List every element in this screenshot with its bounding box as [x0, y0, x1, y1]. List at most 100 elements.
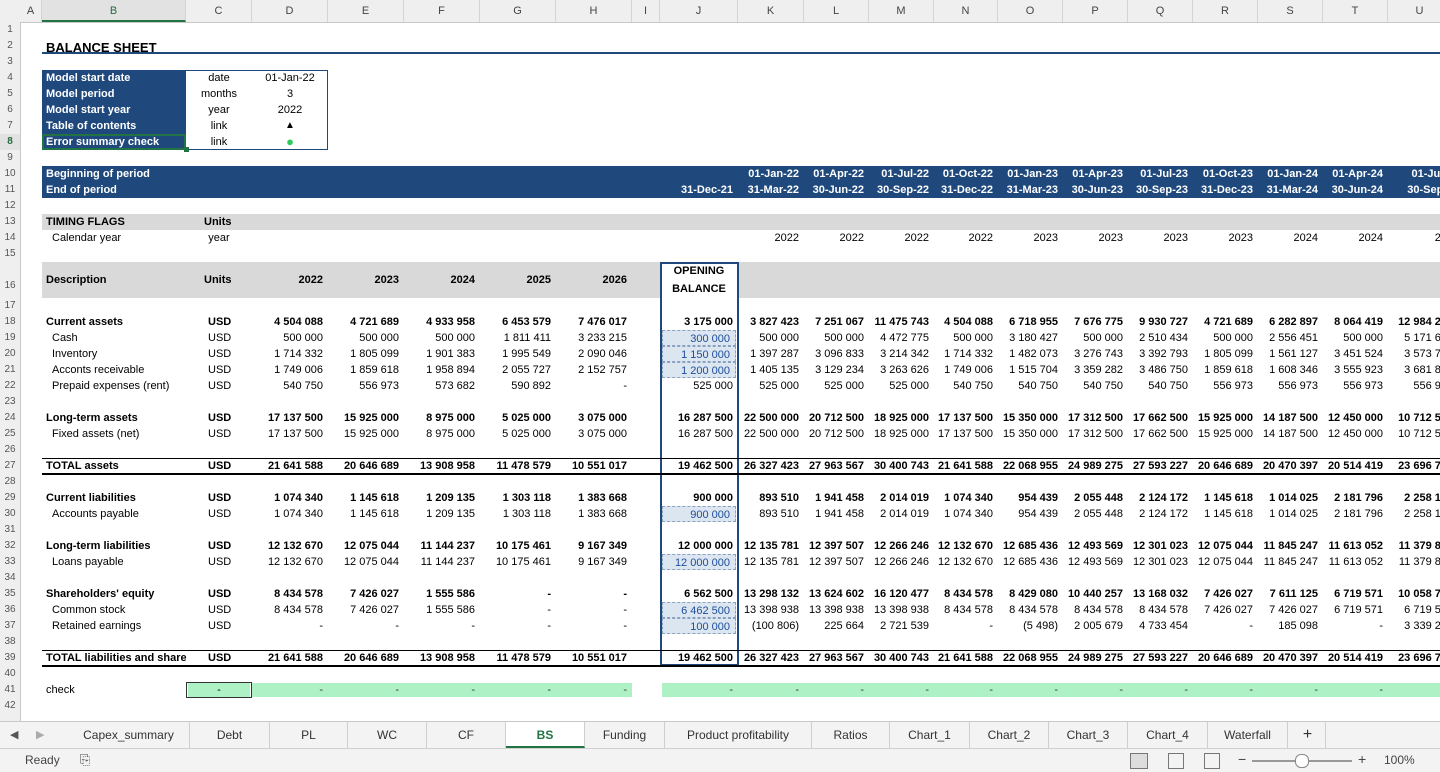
column-header-c[interactable]: C: [186, 0, 252, 22]
row-header-3[interactable]: 3: [7, 56, 13, 67]
sheet-tab-chart-2[interactable]: Chart_2: [970, 722, 1049, 748]
quarter-value[interactable]: 12 301 023: [1132, 540, 1188, 552]
annual-value[interactable]: 1 303 118: [502, 508, 551, 520]
annual-value[interactable]: 2 055 727: [502, 364, 551, 376]
annual-value[interactable]: -: [547, 604, 551, 616]
annual-value[interactable]: 1 145 618: [350, 492, 399, 504]
column-header-n[interactable]: N: [934, 0, 998, 22]
column-header-u[interactable]: U: [1388, 0, 1440, 22]
quarter-value[interactable]: 20 712 500: [808, 428, 864, 440]
row-header-4[interactable]: 4: [7, 72, 13, 83]
quarter-value[interactable]: 2 005 679: [1074, 620, 1123, 632]
row-header-34[interactable]: 34: [4, 572, 16, 583]
quarter-value[interactable]: 2 510 434: [1139, 332, 1188, 344]
quarter-value[interactable]: 3 681 86: [1404, 364, 1440, 376]
annual-value[interactable]: 15 925 000: [343, 428, 399, 440]
sheet-tab-pl[interactable]: PL: [270, 722, 348, 748]
quarter-value[interactable]: 7 426 027: [1204, 604, 1253, 616]
annual-value[interactable]: 5 025 000: [502, 428, 551, 440]
quarter-value[interactable]: 2 014 019: [880, 492, 929, 504]
opening-input-cell[interactable]: 1 150 000: [662, 346, 736, 362]
quarter-value[interactable]: 12 493 569: [1067, 556, 1123, 568]
quarter-value[interactable]: 556 97: [1413, 380, 1440, 392]
opening-value[interactable]: 19 462 500: [677, 652, 733, 664]
quarter-value[interactable]: 17 137 500: [937, 412, 993, 424]
quarter-value[interactable]: 2 124 172: [1139, 492, 1188, 504]
quarter-value[interactable]: 2 124 172: [1139, 508, 1188, 520]
annual-value[interactable]: -: [623, 380, 627, 392]
quarter-value[interactable]: 11 379 81: [1398, 540, 1440, 552]
quarter-value[interactable]: 500 000: [953, 332, 993, 344]
row-header-5[interactable]: 5: [7, 88, 13, 99]
opening-input-cell[interactable]: 100 000: [662, 618, 736, 634]
opening-input-cell[interactable]: 6 462 500: [662, 602, 736, 618]
quarter-value[interactable]: 17 312 500: [1067, 412, 1123, 424]
column-header-d[interactable]: D: [252, 0, 328, 22]
annual-value[interactable]: 12 132 670: [267, 556, 323, 568]
quarter-value[interactable]: 3 214 342: [880, 348, 929, 360]
quarter-value[interactable]: 11 379 81: [1398, 556, 1440, 568]
quarter-value[interactable]: 5 171 64: [1404, 332, 1440, 344]
quarter-value[interactable]: 12 135 781: [743, 540, 799, 552]
row-header-26[interactable]: 26: [4, 444, 16, 455]
quarter-value[interactable]: 556 973: [1343, 380, 1383, 392]
quarter-value[interactable]: 540 750: [1018, 380, 1058, 392]
column-header-g[interactable]: G: [480, 0, 556, 22]
quarter-value[interactable]: 185 098: [1278, 620, 1318, 632]
quarter-value[interactable]: 500 000: [1343, 332, 1383, 344]
quarter-value[interactable]: 540 750: [1083, 380, 1123, 392]
row-header-17[interactable]: 17: [4, 300, 16, 311]
annual-value[interactable]: 11 478 579: [496, 652, 551, 664]
annual-value[interactable]: 1 383 668: [578, 508, 627, 520]
quarter-value[interactable]: 12 266 246: [873, 556, 929, 568]
column-header-b[interactable]: B: [42, 0, 186, 22]
quarter-value[interactable]: 3 392 793: [1139, 348, 1188, 360]
zoom-in-icon[interactable]: +: [1358, 751, 1367, 767]
annual-value[interactable]: 8 975 000: [426, 428, 475, 440]
quarter-value[interactable]: 1 014 025: [1269, 508, 1318, 520]
quarter-value[interactable]: 8 064 419: [1334, 316, 1383, 328]
annual-value[interactable]: 12 075 044: [343, 556, 399, 568]
annual-value[interactable]: 7 426 027: [350, 588, 399, 600]
check-value[interactable]: -: [471, 684, 475, 696]
quarter-value[interactable]: 525 000: [759, 380, 799, 392]
check-value[interactable]: -: [623, 684, 627, 696]
annual-value[interactable]: 21 641 588: [267, 460, 323, 472]
quarter-value[interactable]: 6 719 57: [1404, 604, 1440, 616]
quarter-value[interactable]: 556 973: [1278, 380, 1318, 392]
quarter-value[interactable]: 954 439: [1018, 492, 1058, 504]
annual-value[interactable]: -: [547, 620, 551, 632]
quarter-value[interactable]: 1 805 099: [1204, 348, 1253, 360]
row-header-40[interactable]: 40: [4, 668, 16, 679]
quarter-value[interactable]: 12 075 044: [1197, 556, 1253, 568]
sheet-tab-waterfall[interactable]: Waterfall: [1208, 722, 1288, 748]
annual-value[interactable]: -: [623, 620, 627, 632]
row-header-23[interactable]: 23: [4, 396, 16, 407]
annual-value[interactable]: -: [623, 604, 627, 616]
opening-value[interactable]: 16 287 500: [677, 428, 733, 440]
annual-value[interactable]: 7 426 027: [350, 604, 399, 616]
sheet-tab-wc[interactable]: WC: [348, 722, 427, 748]
sheet-tab-product-profitability[interactable]: Product profitability: [665, 722, 812, 748]
quarter-value[interactable]: 11 475 743: [874, 316, 929, 328]
quarter-value[interactable]: 12 266 246: [873, 540, 929, 552]
row-header-16[interactable]: 16: [4, 280, 16, 291]
annual-value[interactable]: 1 383 668: [578, 492, 627, 504]
quarter-value[interactable]: 12 450 000: [1327, 428, 1383, 440]
quarter-value[interactable]: 556 973: [1213, 380, 1253, 392]
quarter-value[interactable]: 3 276 743: [1074, 348, 1123, 360]
selected-cell-outline[interactable]: [42, 134, 186, 150]
quarter-value[interactable]: 17 312 500: [1067, 428, 1123, 440]
annual-value[interactable]: 573 682: [435, 380, 475, 392]
row-header-27[interactable]: 27: [4, 460, 16, 471]
annual-value[interactable]: 3 075 000: [578, 412, 627, 424]
quarter-value[interactable]: 24 989 275: [1067, 652, 1123, 664]
check-value[interactable]: -: [1054, 684, 1058, 696]
check-value[interactable]: -: [217, 684, 221, 696]
sheet-tab-capex-summary[interactable]: Capex_summary: [68, 722, 190, 748]
row-header-9[interactable]: 9: [7, 152, 13, 163]
quarter-value[interactable]: -: [1379, 620, 1383, 632]
row-header-21[interactable]: 21: [4, 364, 16, 375]
quarter-value[interactable]: 10 440 257: [1067, 588, 1123, 600]
quarter-value[interactable]: -: [989, 620, 993, 632]
